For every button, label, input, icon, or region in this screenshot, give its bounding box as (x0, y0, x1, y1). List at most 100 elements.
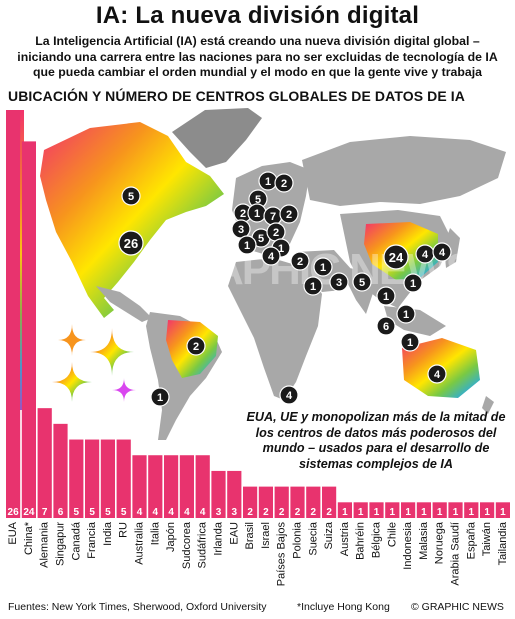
section-title: UBICACIÓN Y NÚMERO DE CENTROS GLOBALES D… (8, 88, 465, 104)
category-label: Tailandia (497, 521, 509, 565)
category-label: Bélgica (371, 521, 383, 558)
subtitle: La Inteligencia Artificial (IA) está cre… (17, 34, 498, 79)
category-label: Japón (165, 522, 177, 552)
bar (37, 408, 52, 518)
bar-value-label: 1 (374, 507, 380, 518)
bar (148, 455, 163, 518)
bar (53, 423, 68, 518)
bar-value-label: 1 (358, 507, 364, 518)
bar-value-label: 3 (216, 507, 222, 518)
category-label: EUA (7, 521, 19, 544)
bar-value-label: 1 (500, 507, 506, 518)
bar-value-label: 7 (42, 507, 48, 518)
category-label: Suecia (307, 521, 319, 556)
bar (385, 502, 400, 518)
category-label: Taiwán (481, 522, 493, 556)
russia-shape (302, 136, 506, 206)
bar (401, 502, 416, 518)
category-label: Israel (260, 522, 272, 549)
bar (164, 455, 179, 518)
bar (243, 486, 258, 518)
bar-value-label: 4 (168, 507, 174, 518)
category-label: Chile (386, 522, 398, 547)
category-label: Italia (149, 521, 161, 545)
bar-value-label: 4 (137, 507, 143, 518)
bar (416, 502, 431, 518)
sparkle-icon (52, 362, 92, 402)
bar-value-label: 2 (295, 507, 301, 518)
category-label: Irlanda (213, 521, 225, 556)
bar (85, 439, 100, 518)
bar-value-label: 24 (23, 507, 35, 518)
bar-value-label: 5 (121, 507, 127, 518)
bar (116, 439, 131, 518)
bar (464, 502, 479, 518)
category-label: RU (118, 522, 130, 538)
greenland-shape (172, 108, 262, 168)
bar (290, 486, 305, 518)
bar (258, 486, 273, 518)
category-label: Canadá (70, 521, 82, 560)
bar (21, 141, 36, 518)
bar (6, 110, 21, 518)
category-label: Noruega (434, 521, 446, 564)
category-label: Alemania (39, 521, 51, 568)
category-label: Singapur (55, 522, 67, 566)
bar-value-label: 5 (74, 507, 80, 518)
category-label: Austria (339, 521, 351, 556)
category-label: Indonesia (402, 521, 414, 570)
category-label: España (465, 521, 477, 559)
bar-value-label: 1 (390, 507, 396, 518)
category-label: Suiza (323, 521, 335, 549)
central-america-shape (96, 286, 152, 322)
sparkle-icon (90, 328, 134, 376)
category-label: Australia (134, 521, 146, 565)
category-label: Sudáfrica (197, 521, 209, 568)
annotation: EUA, UE y monopolizan más de la mitad de… (246, 410, 506, 471)
bar-chart: 26EUA24China*7Alemania6Singapur5Canadá5F… (6, 110, 510, 586)
new-zealand-shape (482, 396, 494, 414)
category-label: Arabia Saudí (450, 522, 462, 586)
bar (274, 486, 289, 518)
bar (369, 502, 384, 518)
bar (353, 502, 368, 518)
category-label: Brasil (244, 522, 256, 550)
bar (211, 470, 226, 518)
bar-value-label: 2 (279, 507, 285, 518)
bar-value-label: 1 (453, 507, 459, 518)
category-label: Polonia (292, 521, 304, 559)
bar-value-label: 1 (484, 507, 490, 518)
bar (100, 439, 115, 518)
bar (448, 502, 463, 518)
bar-value-label: 1 (405, 507, 411, 518)
sparkle-icon (58, 324, 86, 356)
bar-value-label: 2 (263, 507, 269, 518)
bar-value-label: 2 (247, 507, 253, 518)
bar (432, 502, 447, 518)
bar-value-label: 4 (200, 507, 206, 518)
africa-shape (228, 258, 322, 400)
category-label: India (102, 521, 114, 546)
bar-value-label: 5 (89, 507, 95, 518)
category-label: China* (23, 521, 35, 555)
bar-value-label: 26 (8, 507, 20, 518)
north-america-shape (40, 122, 224, 318)
bar-value-label: 4 (184, 507, 190, 518)
category-label: Francia (86, 521, 98, 559)
bar (179, 455, 194, 518)
bar-value-label: 2 (326, 507, 332, 518)
bar-value-label: 4 (153, 507, 159, 518)
bar-value-label: 1 (421, 507, 427, 518)
bar (306, 486, 321, 518)
bar (195, 455, 210, 518)
bar (69, 439, 84, 518)
bar (480, 502, 495, 518)
category-label: Sudcorea (181, 521, 193, 569)
category-label: Bahréin (355, 522, 367, 560)
footnote: *Incluye Hong Kong (297, 601, 390, 613)
bar (227, 470, 242, 518)
credit: © GRAPHIC NEWS (411, 601, 504, 613)
bar-value-label: 2 (311, 507, 317, 518)
bar (132, 455, 147, 518)
category-label: EAU (228, 522, 240, 545)
